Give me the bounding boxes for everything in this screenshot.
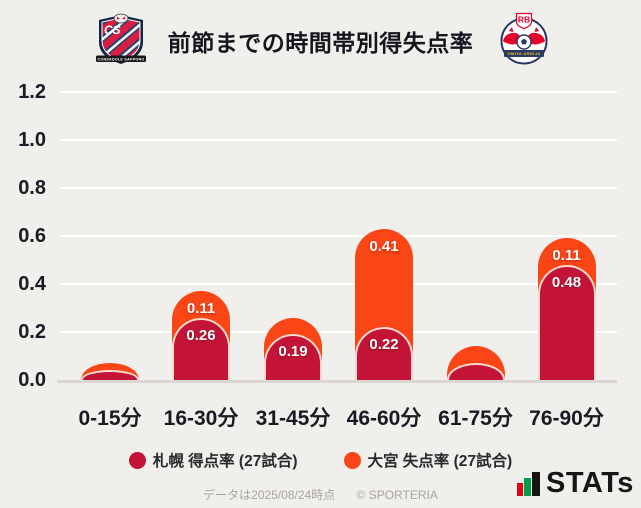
y-axis-tick-label: 1.0 (18, 129, 46, 151)
owl-icon (113, 13, 129, 24)
rb-initials: RB (518, 15, 530, 25)
gridline-y-1.2 (60, 91, 617, 93)
stats-brand-logo: STATs (517, 467, 634, 499)
value-label-sapporo-16-30分: 0.26 (186, 326, 216, 344)
rb-omiya-logo: OMIYA ARDIJA RB (500, 12, 548, 65)
value-label-omiya-46-60分: 0.41 (369, 237, 399, 255)
bar-sapporo-46-60分 (355, 327, 413, 380)
y-axis-tick-label: 0.2 (18, 321, 46, 343)
crest-banner (96, 55, 146, 62)
gridline-y-0.8 (60, 187, 617, 189)
value-label-sapporo-46-60分: 0.22 (369, 336, 399, 354)
x-axis-label-46-60分: 46-60分 (346, 407, 422, 430)
bar-sapporo-31-45分 (264, 334, 322, 380)
legend-label-sapporo: 札幌 得点率 (27試合) (152, 453, 298, 470)
x-axis-label-61-75分: 61-75分 (438, 407, 513, 430)
chart-legend: 札幌 得点率 (27試合) 大宮 失点率 (27試合) (0, 449, 641, 471)
bar-sapporo-0-15分 (81, 370, 139, 380)
value-label-sapporo-31-45分: 0.19 (278, 343, 308, 361)
legend-item-sapporo-scoring-rate: 札幌 得点率 (27試合) (128, 449, 298, 471)
consadole-sapporo-logo: CS CONSADOLE SAPPORO (96, 13, 146, 64)
gridline-y-1.0 (60, 139, 617, 141)
crest-initials: CS (104, 23, 121, 37)
x-axis-label-16-30分: 16-30分 (163, 407, 239, 430)
badge-ribbon (504, 50, 544, 57)
legend-label-omiya: 大宮 失点率 (27試合) (367, 453, 513, 470)
value-label-omiya-16-30分: 0.11 (186, 300, 216, 318)
value-label-omiya-76-90分: 0.11 (552, 247, 581, 265)
copyright: © SPORTERIA (356, 488, 438, 502)
bar-sapporo-16-30分 (172, 317, 230, 380)
y-axis-tick-label: 1.2 (18, 81, 46, 103)
footer: データは2025/08/24時点 © SPORTERIA (0, 486, 641, 503)
gridline-y-0.6 (60, 235, 617, 237)
x-axis-label-0-15分: 0-15分 (78, 407, 142, 430)
legend-item-omiya-conceding-rate: 大宮 失点率 (27試合) (343, 449, 513, 471)
gridline-y-0.2 (60, 331, 617, 333)
y-axis-tick-label: 0.8 (18, 177, 46, 199)
sapporo-series-dot (128, 451, 146, 469)
bar-sapporo-76-90分 (537, 264, 596, 380)
page-title: 前節までの時間帯別得失点率 (167, 30, 474, 56)
value-label-sapporo-76-90分: 0.48 (551, 273, 582, 291)
gridline-y-0.4 (60, 283, 617, 285)
y-axis-tick-label: 0.0 (18, 369, 46, 391)
y-axis-tick-label: 0.6 (18, 225, 46, 247)
crest-banner-text: CONSADOLE SAPPORO (97, 58, 144, 62)
x-axis-label-31-45分: 31-45分 (255, 407, 331, 430)
rb-shield (515, 12, 533, 30)
y-axis-tick-label: 0.4 (18, 273, 46, 295)
stats-brand-text: STATs (546, 467, 634, 499)
badge-ribbon-text: OMIYA ARDIJA (507, 51, 540, 56)
x-axis-label-76-90分: 76-90分 (529, 407, 604, 430)
data-note: データは2025/08/24時点 (203, 488, 336, 502)
omiya-series-dot (343, 451, 361, 469)
x-axis-baseline (57, 380, 617, 383)
bar-chart-icon (517, 472, 540, 496)
